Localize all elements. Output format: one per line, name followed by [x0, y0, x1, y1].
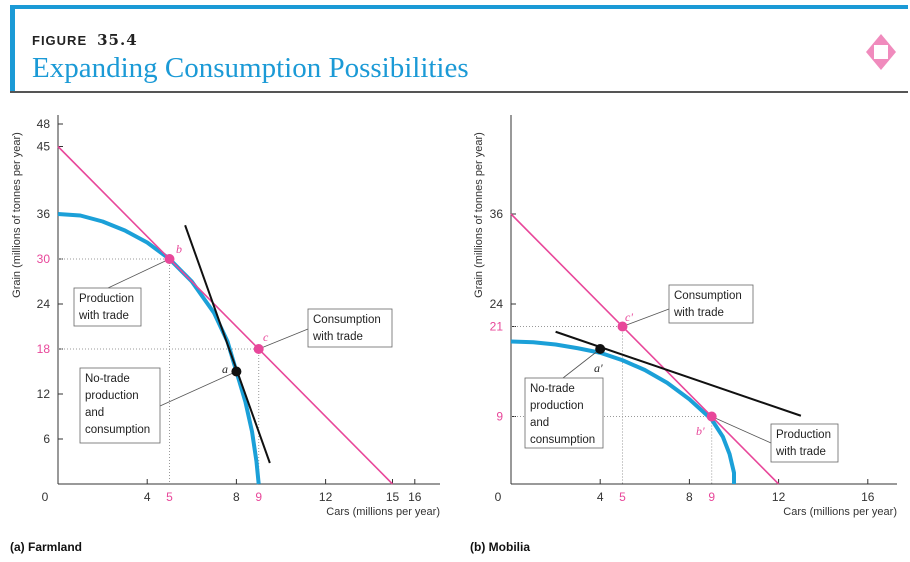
no-trade-price-line — [184, 224, 271, 464]
point-label: c' — [625, 310, 633, 324]
point-label: b' — [696, 424, 705, 438]
annotation-leader — [107, 258, 170, 289]
annotation-leader — [562, 348, 601, 379]
trade-line — [57, 145, 394, 485]
annotation-text: with trade — [775, 446, 826, 458]
x-axis-label: Cars (millions per year) — [783, 506, 897, 518]
point-b-prime — [706, 411, 717, 422]
annotation-text: production — [530, 400, 584, 412]
x-tick-label: 0 — [42, 490, 49, 504]
trade-line — [510, 213, 780, 485]
x-tick-label: 8 — [233, 490, 240, 504]
x-tick-label: 16 — [408, 490, 422, 504]
y-axis-label: Grain (millions of tonnes per year) — [11, 132, 23, 298]
y-tick-label: 6 — [43, 432, 50, 446]
annotation-text: with trade — [312, 331, 363, 343]
annotation-leader — [711, 416, 772, 444]
x-tick-label: 0 — [495, 490, 502, 504]
y-tick-label: 24 — [37, 297, 51, 311]
point-label: a' — [594, 361, 603, 375]
annotation-text: with trade — [673, 307, 724, 319]
annotation-box — [668, 284, 754, 324]
annotation-box — [524, 377, 604, 449]
y-tick-label: 24 — [490, 297, 504, 311]
point-label: b — [176, 242, 182, 256]
production-possibilities-frontier — [57, 212, 261, 485]
annotation-text: Consumption — [313, 314, 381, 326]
header-rule — [10, 91, 908, 93]
annotation-text: No-trade — [530, 383, 575, 395]
y-tick-label: 36 — [490, 207, 504, 221]
x-axis-label: Cars (millions per year) — [326, 506, 440, 518]
y-tick-label: 30 — [37, 252, 51, 266]
annotation-text: consumption — [85, 424, 150, 436]
annotation-text: No-trade — [85, 373, 130, 385]
x-tick-label: 5 — [166, 490, 173, 504]
y-tick-label: 48 — [37, 117, 51, 131]
y-tick-label: 36 — [37, 207, 51, 221]
x-tick-label: 4 — [144, 490, 151, 504]
x-tick-label: 4 — [597, 490, 604, 504]
caption-mobilia: (b) Mobilia — [470, 540, 530, 554]
annotation-leader — [258, 328, 309, 350]
annotation-box — [770, 423, 839, 463]
y-tick-label: 9 — [496, 410, 503, 424]
figure-title: Expanding Consumption Possibilities — [32, 52, 469, 84]
annotation-text: consumption — [530, 434, 595, 446]
y-tick-label: 45 — [37, 140, 51, 154]
annotation-box — [79, 367, 161, 444]
point-label: a — [222, 362, 228, 376]
point-c — [253, 344, 264, 354]
point-c-prime — [617, 321, 628, 332]
figure-number: 35.4 — [97, 31, 138, 49]
annotation-leader — [159, 371, 237, 407]
annotation-text: and — [85, 407, 104, 419]
x-tick-label: 12 — [772, 490, 786, 504]
left-accent-bar — [10, 5, 15, 93]
annotation-box — [307, 308, 393, 348]
annotation-text: production — [85, 390, 139, 402]
annotation-text: and — [530, 417, 549, 429]
x-tick-label: 9 — [708, 490, 715, 504]
annotation-box — [73, 287, 142, 327]
y-axis-label: Grain (millions of tonnes per year) — [473, 132, 485, 298]
annotation-text: Production — [776, 429, 831, 441]
annotation-text: with trade — [78, 310, 129, 322]
x-tick-label: 5 — [619, 490, 626, 504]
caption-farmland: (a) Farmland — [10, 540, 83, 554]
annotation-text: Consumption — [674, 290, 742, 302]
point-b — [164, 254, 175, 264]
x-tick-label: 9 — [255, 490, 262, 504]
chart-mobilia: 0 4 5 8 9 12 16 9 21 24 36 Grain (millions of tonne… — [473, 115, 897, 518]
point-a-prime — [595, 344, 606, 354]
y-tick-label: 12 — [37, 387, 51, 401]
x-tick-label: 15 — [386, 490, 400, 504]
annotation-leader — [622, 308, 670, 327]
x-tick-label: 12 — [319, 490, 333, 504]
top-accent-bar — [10, 5, 908, 9]
x-tick-label: 16 — [861, 490, 875, 504]
annotation-text: Production — [79, 293, 134, 305]
y-tick-label: 18 — [37, 342, 51, 356]
point-a — [231, 366, 242, 377]
y-tick-label: 21 — [490, 320, 504, 334]
x-tick-label: 8 — [686, 490, 693, 504]
point-label: c — [263, 330, 269, 344]
diamond-icon — [866, 34, 896, 75]
figure-label: FIGURE 35.4 — [32, 31, 138, 49]
production-possibilities-frontier — [510, 339, 736, 484]
figure-word: FIGURE — [32, 33, 88, 48]
